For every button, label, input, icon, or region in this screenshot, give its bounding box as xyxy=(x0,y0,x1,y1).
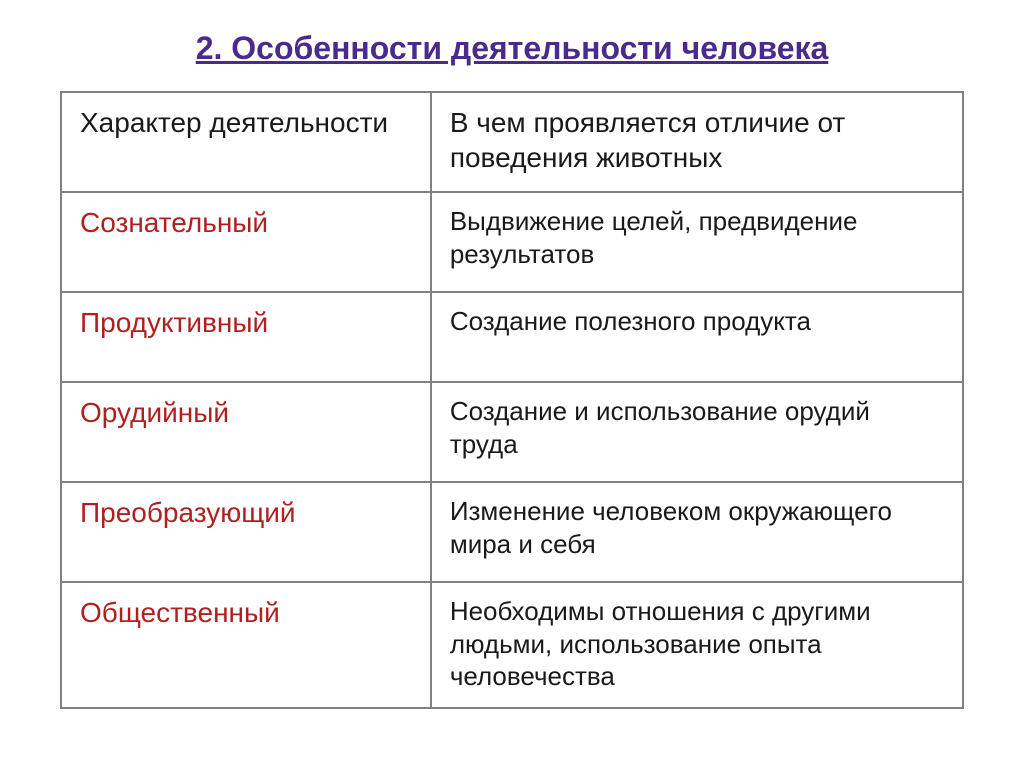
character-cell: Сознательный xyxy=(61,192,431,292)
header-cell-character: Характер деятельности xyxy=(61,92,431,192)
character-cell: Преобразующий xyxy=(61,482,431,582)
character-cell: Продуктивный xyxy=(61,292,431,382)
header-cell-difference: В чем проявляется отличие от поведения ж… xyxy=(431,92,963,192)
difference-cell: Изменение человеком окружающего мира и с… xyxy=(431,482,963,582)
table-header-row: Характер деятельности В чем проявляется … xyxy=(61,92,963,192)
character-cell: Орудийный xyxy=(61,382,431,482)
table-row: Продуктивный Создание полезного продукта xyxy=(61,292,963,382)
difference-cell: Создание и использование орудий труда xyxy=(431,382,963,482)
features-table: Характер деятельности В чем проявляется … xyxy=(60,91,964,709)
table-row: Сознательный Выдвижение целей, предвиден… xyxy=(61,192,963,292)
character-cell: Общественный xyxy=(61,582,431,708)
difference-cell: Выдвижение целей, предвидение результато… xyxy=(431,192,963,292)
slide-title: 2. Особенности деятельности человека xyxy=(60,30,964,67)
table-row: Общественный Необходимы отношения с друг… xyxy=(61,582,963,708)
table-row: Преобразующий Изменение человеком окружа… xyxy=(61,482,963,582)
difference-cell: Необходимы отношения с другими людьми, и… xyxy=(431,582,963,708)
difference-cell: Создание полезного продукта xyxy=(431,292,963,382)
table-row: Орудийный Создание и использование оруди… xyxy=(61,382,963,482)
